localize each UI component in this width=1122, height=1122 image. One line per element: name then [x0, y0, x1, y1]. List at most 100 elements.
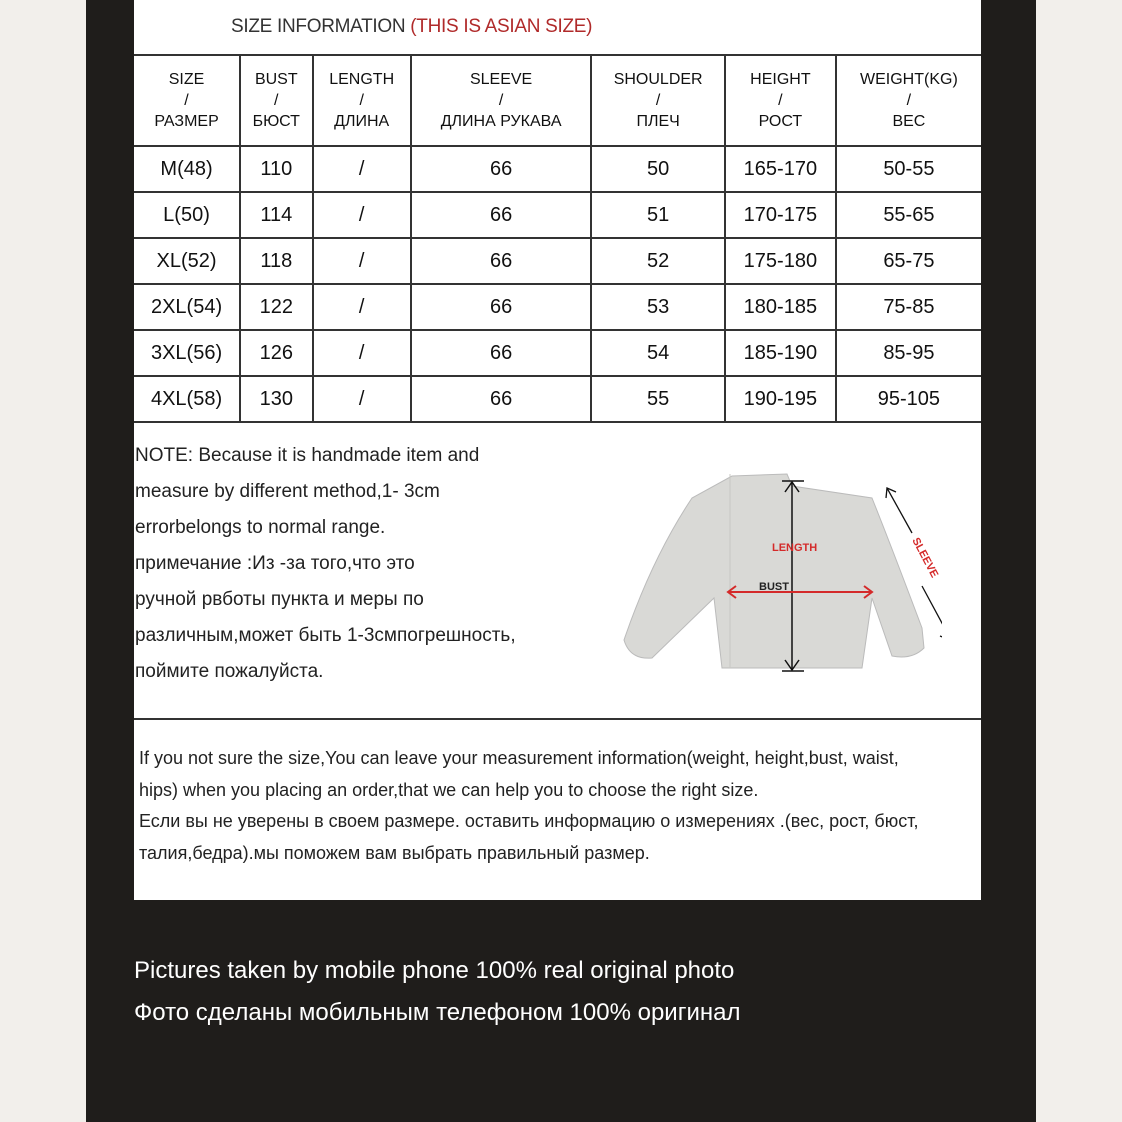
divider — [134, 718, 981, 720]
jacket-shape — [623, 473, 925, 669]
column-header: BUST / БЮСТ — [239, 54, 314, 147]
note-line: measure by different method,1- 3cm — [135, 481, 440, 502]
header-line: BUST — [254, 71, 298, 88]
header-line: БЮСТ — [252, 113, 300, 130]
column-header: HEIGHT / РОСТ — [723, 54, 837, 147]
note-line: поймите пожалуйста. — [135, 661, 324, 682]
bust-label: BUST — [759, 581, 789, 593]
table-cell: 3XL(56) — [134, 329, 242, 377]
table-cell: 122 — [239, 283, 314, 331]
table-cell: 66 — [409, 191, 593, 239]
header-line: РАЗМЕР — [154, 113, 219, 130]
header-line: / — [359, 92, 364, 109]
table-cell: 114 — [239, 191, 314, 239]
header-line: ДЛИНА — [334, 113, 390, 130]
table-cell: 126 — [239, 329, 314, 377]
size-table: SIZE / РАЗМЕР BUST / БЮСТ LENGTH / ДЛИНА SLEEVE / Д… — [134, 54, 981, 423]
table-cell: / — [311, 191, 412, 239]
table-row: 3XL(56) 126/66 54 185-190 85-95 — [134, 329, 981, 377]
table-cell: M(48) — [134, 145, 242, 193]
table-cell: 95-105 — [834, 375, 981, 423]
table-cell: L(50) — [134, 191, 242, 239]
table-cell: 50 — [590, 145, 726, 193]
table-row: 4XL(58) 130/66 55 190-195 95-105 — [134, 375, 981, 423]
table-cell: 55 — [590, 375, 726, 423]
column-header: SLEEVE / ДЛИНА РУКАВА — [409, 54, 593, 147]
table-cell: 66 — [409, 375, 593, 423]
table-cell: / — [311, 145, 412, 193]
header-line: / — [498, 92, 504, 109]
table-cell: 2XL(54) — [134, 283, 242, 331]
table-cell: 66 — [409, 329, 593, 377]
table-cell: 185-190 — [723, 329, 837, 377]
header-line: / — [778, 92, 783, 109]
help-line: талия,бедра).мы поможем вам выбрать прав… — [139, 842, 650, 863]
table-cell: 55-65 — [834, 191, 981, 239]
header-line: ДЛИНА РУКАВА — [440, 113, 562, 130]
sleeve-arrow — [885, 487, 942, 638]
sleeve-label: SLEEVE — [909, 536, 940, 580]
table-cell: 66 — [409, 283, 593, 331]
header-line: / — [655, 92, 661, 109]
header-line: SHOULDER — [613, 71, 703, 88]
table-cell: / — [311, 283, 412, 331]
table-cell: 190-195 — [723, 375, 837, 423]
size-chart-panel: SIZE INFORMATION (THIS IS ASIAN SIZE) SI… — [134, 0, 981, 900]
table-cell: 180-185 — [723, 283, 837, 331]
table-cell: 50-55 — [834, 145, 981, 193]
table-row: L(50) 114/66 51 170-175 55-65 — [134, 191, 981, 239]
table-cell: / — [311, 375, 412, 423]
header-line: РОСТ — [758, 113, 803, 130]
help-text: If you not sure the size,You can leave y… — [139, 743, 974, 869]
header-line: / — [906, 92, 912, 109]
column-header: WEIGHT(KG) / ВЕС — [834, 54, 981, 147]
table-row: M(48) 110/66 50 165-170 50-55 — [134, 145, 981, 193]
table-cell: 54 — [590, 329, 726, 377]
table-cell: 52 — [590, 237, 726, 285]
note-text: NOTE: Because it is handmade item and mea… — [135, 438, 595, 690]
note-line: примечание :Из -за того,что это — [135, 553, 415, 574]
table-cell: 118 — [239, 237, 314, 285]
photo-caption: Pictures taken by mobile phone 100% real… — [134, 950, 740, 1034]
caption-line: Фото сделаны мобильным телефоном 100% ор… — [134, 999, 741, 1026]
note-line: различным,может быть 1-3смпогрешность, — [135, 625, 516, 646]
table-cell: 175-180 — [723, 237, 837, 285]
table-cell: 66 — [409, 237, 593, 285]
header-line: WEIGHT(KG) — [860, 71, 958, 88]
help-line: Если вы не уверены в своем размере. оста… — [139, 811, 919, 831]
size-title: SIZE INFORMATION (THIS IS ASIAN SIZE) — [231, 16, 593, 38]
title-highlight: (THIS IS ASIAN SIZE) — [410, 16, 593, 37]
header-line: LENGTH — [329, 71, 395, 88]
column-header: LENGTH / ДЛИНА — [311, 54, 412, 147]
column-header: SHOULDER / ПЛЕЧ — [590, 54, 726, 147]
table-row: XL(52) 118/66 52 175-180 65-75 — [134, 237, 981, 285]
length-label: LENGTH — [772, 542, 817, 554]
table-cell: XL(52) — [134, 237, 242, 285]
caption-line: Pictures taken by mobile phone 100% real… — [134, 957, 735, 984]
header-line: SLEEVE — [469, 71, 533, 88]
table-cell: 51 — [590, 191, 726, 239]
table-cell: 130 — [239, 375, 314, 423]
table-cell: 75-85 — [834, 283, 981, 331]
jacket-diagram: LENGTH BUST SLEEVE — [623, 473, 942, 672]
title-main: SIZE INFORMATION — [231, 16, 406, 37]
table-cell: 85-95 — [834, 329, 981, 377]
table-cell: 110 — [239, 145, 314, 193]
header-line: ПЛЕЧ — [636, 113, 680, 130]
bust-arrow — [726, 585, 874, 599]
table-row: 2XL(54) 122/66 53 180-185 75-85 — [134, 283, 981, 331]
header-line: SIZE — [168, 71, 205, 88]
table-cell: 170-175 — [723, 191, 837, 239]
header-line: / — [184, 92, 189, 109]
table-cell: / — [311, 329, 412, 377]
note-line: NOTE: Because it is handmade item and — [135, 445, 480, 466]
help-line: If you not sure the size,You can leave y… — [139, 748, 899, 768]
header-line: ВЕС — [892, 113, 926, 130]
table-cell: 53 — [590, 283, 726, 331]
table-cell: 165-170 — [723, 145, 837, 193]
note-line: errorbelongs to normal range. — [135, 517, 386, 538]
table-cell: 66 — [409, 145, 593, 193]
note-line: ручной рвботы пункта и меры по — [135, 589, 424, 610]
help-line: hips) when you placing an order,that we … — [139, 779, 759, 800]
table-cell: 4XL(58) — [134, 375, 242, 423]
